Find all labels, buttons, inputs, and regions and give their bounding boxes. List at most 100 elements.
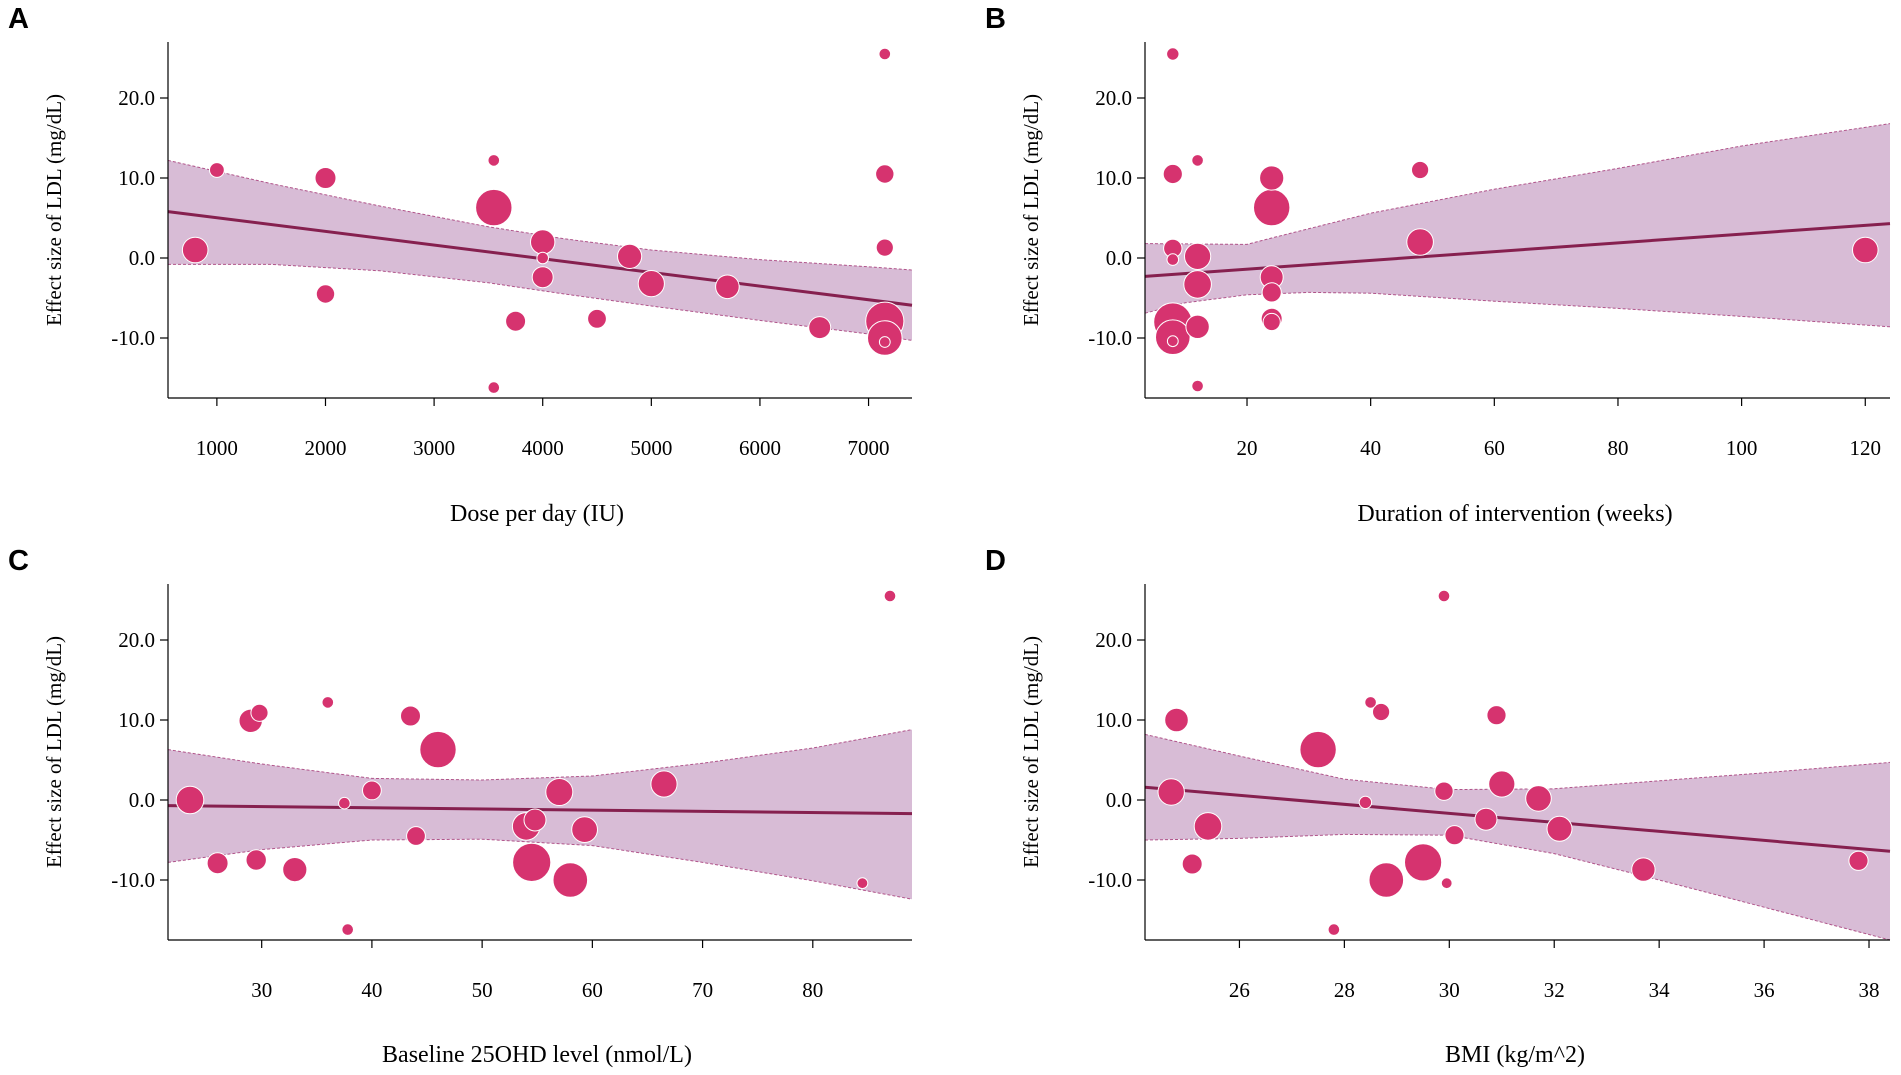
panel-d-xtick-label: 38 <box>1859 978 1880 1002</box>
panel-c-data-point <box>400 705 421 727</box>
panel-b-data-point <box>1162 163 1183 185</box>
panel-c-data-point <box>338 796 351 810</box>
panel-d-data-point <box>1193 812 1223 841</box>
panel-b-data-point <box>1411 160 1430 180</box>
panel-b: B -10.0 0.0 10.0 20.0 20 40 60 80 100 120 Effect … <box>985 3 1891 527</box>
panel-a-data-point <box>878 336 891 348</box>
panel-a-data-point <box>315 284 336 304</box>
panel-a-data-point <box>536 251 550 265</box>
panel-d-data-point <box>1437 589 1451 603</box>
panel-a-data-point <box>314 167 337 189</box>
panel-b-ytick-label: 10.0 <box>1095 166 1132 190</box>
panel-b-data-point <box>1191 379 1204 393</box>
panel-c-letter: C <box>8 545 29 577</box>
panel-c-ytick-label: -10.0 <box>111 868 155 892</box>
panel-c-ytick-label: 0.0 <box>129 788 155 812</box>
panel-c-data-point <box>245 849 267 871</box>
panel-c-xtick-label: 60 <box>582 978 603 1002</box>
panel-c-data-point <box>545 778 574 806</box>
panel-d-ytick-label: 10.0 <box>1095 708 1132 732</box>
panel-c-xtick-label: 40 <box>361 978 382 1002</box>
panel-d-data-point <box>1444 825 1465 846</box>
panel-c-xtick-label: 50 <box>472 978 493 1002</box>
panel-b-confidence-band <box>1145 123 1890 327</box>
panel-c-data-point <box>341 923 355 936</box>
panel-d-ylabel: Effect size of LDL (mg/dL) <box>1019 636 1043 868</box>
panel-d-data-point <box>1546 815 1573 842</box>
panel-d-data-point <box>1299 730 1337 769</box>
panel-a-ytick-label: -10.0 <box>111 326 155 350</box>
panel-d-data-point <box>1358 795 1373 810</box>
panel-b-ytick-label: 20.0 <box>1095 86 1132 110</box>
panel-a-data-point <box>475 188 513 227</box>
panel-b-data-point <box>1185 314 1210 339</box>
panel-b-xtick-label: 80 <box>1607 436 1628 460</box>
panel-a-xtick-label: 1000 <box>196 436 238 460</box>
panel-a-xtick-label: 2000 <box>304 436 346 460</box>
panel-b-band-upper <box>1144 123 1891 245</box>
panel-b-xtick-label: 40 <box>1360 436 1381 460</box>
panel-a-data-point <box>875 164 895 184</box>
panel-d-ytick-label: -10.0 <box>1088 868 1132 892</box>
panel-d-data-point <box>1327 923 1341 936</box>
panel-b-ytick-label: 0.0 <box>1106 246 1132 270</box>
panel-d-data-point <box>1848 850 1869 871</box>
panel-a-xtick-label: 7000 <box>848 436 890 460</box>
panel-d-band-lower <box>1144 833 1891 941</box>
panel-a-data-point <box>587 308 607 329</box>
panel-b-xtick-label: 20 <box>1237 436 1258 460</box>
panel-c-xlabel: Baseline 25OHD level (nmol/L) <box>382 1042 692 1068</box>
panel-c-plot: -10.0 0.0 10.0 20.0 30 40 50 60 70 80 <box>111 584 913 1002</box>
panel-b-ylabel: Effect size of LDL (mg/dL) <box>1019 94 1043 326</box>
panel-c-ylabel: Effect size of LDL (mg/dL) <box>42 636 66 868</box>
panel-a-data-point <box>637 270 665 298</box>
panel-c-band-lower <box>167 838 913 900</box>
panel-b-data-point <box>1166 47 1180 61</box>
panel-a-data-point <box>875 238 894 257</box>
panel-a-data-point <box>181 236 209 264</box>
panel-b-data-point <box>1183 270 1212 299</box>
panel-d-data-point <box>1488 770 1516 798</box>
panel-a-data-point <box>530 229 556 255</box>
panel-a-data-point <box>878 47 892 61</box>
panel-b-data-point <box>1406 228 1434 256</box>
panel-b-data-point <box>1262 312 1281 332</box>
panel-c-data-point <box>206 852 229 875</box>
panel-c-xtick-label: 80 <box>802 978 823 1002</box>
panel-b-ytick-label: -10.0 <box>1088 326 1132 350</box>
panel-c-band-upper <box>167 729 913 781</box>
panel-a-xlabel: Dose per day (IU) <box>450 501 624 527</box>
panel-c: C -10.0 0.0 10.0 20.0 30 40 50 60 70 80 Effect si… <box>8 545 913 1068</box>
panel-a-xtick-label: 6000 <box>739 436 781 460</box>
panel-d-data-point <box>1404 843 1443 882</box>
panel-d-data-point <box>1440 877 1453 890</box>
panel-c-ytick-label: 20.0 <box>118 628 155 652</box>
panel-d-plot: -10.0 0.0 10.0 20.0 26 28 30 32 34 36 38 <box>1088 584 1891 1002</box>
panel-b-data-point <box>1191 154 1204 167</box>
panel-a-letter: A <box>8 3 29 35</box>
panel-c-xtick-label: 70 <box>692 978 713 1002</box>
panel-c-data-point <box>419 730 457 769</box>
panel-a-data-point <box>808 316 832 340</box>
panel-a-data-point <box>209 162 225 178</box>
panel-a-data-point <box>487 154 501 167</box>
panel-d-data-point <box>1181 853 1203 875</box>
panel-d-data-point <box>1486 705 1507 726</box>
panel-d-xtick-label: 36 <box>1754 978 1775 1002</box>
panel-c-data-point <box>250 703 269 722</box>
panel-c-data-point <box>650 770 678 798</box>
panel-b-letter: B <box>985 3 1006 35</box>
panel-c-data-point <box>552 862 589 898</box>
panel-a-ytick-label: 20.0 <box>118 86 155 110</box>
panel-c-data-point <box>883 589 897 603</box>
panel-d-data-point <box>1368 862 1405 898</box>
panel-c-xtick-label: 30 <box>251 978 272 1002</box>
panel-d-data-point <box>1631 857 1656 882</box>
panel-a-ytick-label: 10.0 <box>118 166 155 190</box>
panel-d-regression-line <box>1144 785 1891 853</box>
panel-b-data-point <box>1852 236 1879 264</box>
panel-a-ylabel: Effect size of LDL (mg/dL) <box>42 94 66 326</box>
panel-b-data-point <box>1184 242 1212 270</box>
panel-b-band-lower <box>1144 291 1891 328</box>
panel-d-xlabel: BMI (kg/m^2) <box>1445 1042 1585 1068</box>
